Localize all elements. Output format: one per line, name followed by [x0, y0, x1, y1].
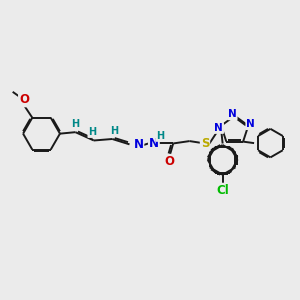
Text: S: S: [201, 137, 209, 150]
Text: H: H: [71, 119, 80, 129]
Text: N: N: [246, 119, 255, 129]
Text: N: N: [134, 138, 143, 152]
Text: N: N: [149, 137, 159, 150]
Text: H: H: [110, 126, 118, 136]
Text: O: O: [165, 155, 175, 168]
Text: O: O: [19, 93, 29, 106]
Text: Cl: Cl: [216, 184, 229, 197]
Text: H: H: [88, 127, 96, 137]
Text: N: N: [228, 109, 237, 119]
Text: H: H: [156, 131, 164, 141]
Text: N: N: [214, 123, 223, 133]
